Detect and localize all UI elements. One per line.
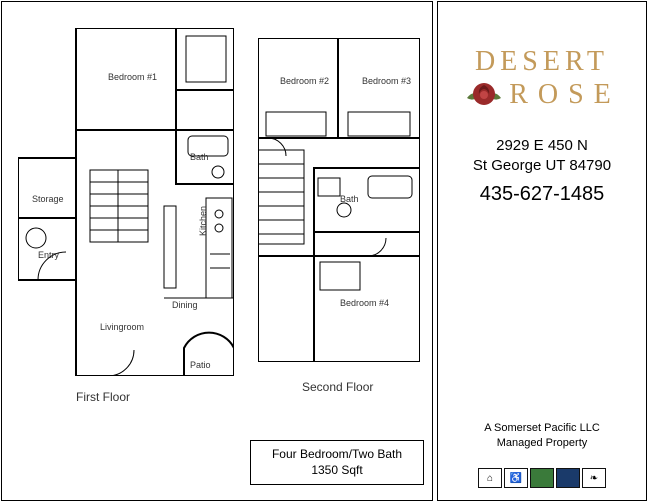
room-label: Kitchen	[198, 206, 208, 236]
spec-line2: 1350 Sqft	[265, 463, 409, 479]
rose-icon	[463, 78, 505, 112]
brand-line1: DESERT	[463, 46, 621, 78]
accessible-icon: ♿	[504, 468, 528, 488]
room-label: Bath	[340, 194, 359, 204]
room-label: Dining	[172, 300, 198, 310]
room-label: Entry	[38, 250, 59, 260]
room-label: Bath	[190, 152, 209, 162]
second-floor-plan	[258, 38, 420, 362]
room-label: Patio	[190, 360, 211, 370]
mgmt-line2: Managed Property	[438, 436, 646, 450]
address-block: 2929 E 450 N St George UT 84790	[473, 136, 611, 177]
certification-row: ⌂ ♿ ❧	[438, 468, 646, 488]
brand-line2: ROSE	[463, 78, 621, 112]
brand-line2-text: ROSE	[509, 79, 621, 111]
room-label: Storage	[32, 194, 64, 204]
cert-green-icon	[530, 468, 554, 488]
cert-leaf-icon: ❧	[582, 468, 606, 488]
spec-box: Four Bedroom/Two Bath 1350 Sqft	[250, 440, 424, 485]
address-line2: St George UT 84790	[473, 156, 611, 176]
phone: 435-627-1485	[480, 183, 605, 206]
room-label: Bedroom #3	[362, 76, 411, 86]
management-block: A Somerset Pacific LLC Managed Property	[438, 421, 646, 450]
equal-housing-icon: ⌂	[478, 468, 502, 488]
floor-label-first: First Floor	[76, 390, 130, 404]
spec-line1: Four Bedroom/Two Bath	[265, 447, 409, 463]
room-label: Bedroom #1	[108, 72, 157, 82]
floor-label-second: Second Floor	[302, 380, 373, 394]
room-label: Livingroom	[100, 322, 144, 332]
room-label: Bedroom #2	[280, 76, 329, 86]
brand-panel: DESERT ROSE 2929 E 450 N St George UT 84…	[437, 1, 647, 501]
page: Bedroom #1 Bath Storage Entry Kitchen Di…	[0, 0, 650, 502]
mgmt-line1: A Somerset Pacific LLC	[438, 421, 646, 435]
floorplan-panel: Bedroom #1 Bath Storage Entry Kitchen Di…	[1, 1, 433, 501]
room-label: Bedroom #4	[340, 298, 389, 308]
cert-blue-icon	[556, 468, 580, 488]
brand-logo: DESERT ROSE	[463, 46, 621, 112]
address-line1: 2929 E 450 N	[473, 136, 611, 156]
